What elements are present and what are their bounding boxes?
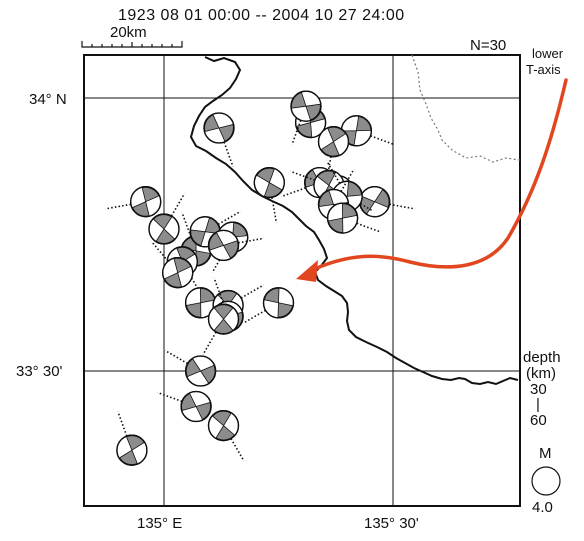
focal-mechanism-4 [203, 112, 235, 167]
focal-mechanism-29 [207, 409, 245, 462]
t-axis-tick [326, 160, 341, 184]
focal-mechanism-7 [317, 126, 350, 183]
event-count: N=30 [470, 37, 507, 54]
coastline [189, 56, 519, 386]
t-axis-tick [340, 168, 355, 192]
focal-mechanism-6 [253, 166, 285, 224]
t-axis-tick [202, 331, 217, 356]
t-axis-tick [170, 193, 186, 217]
t-axis-tick [290, 170, 316, 181]
legend-mag-value: 4.0 [532, 499, 553, 516]
legend-depth-sep: | [536, 396, 540, 413]
annotation-line-1: lower [532, 46, 564, 61]
focal-mechanism-14 [105, 186, 162, 218]
focal-mechanism-2 [290, 90, 322, 145]
t-axis-tick [181, 212, 192, 238]
t-axis-tick [291, 120, 302, 145]
t-axis-tick [389, 203, 416, 210]
annotation-arrow [306, 78, 568, 274]
lon-label-135e: 135° E [137, 515, 183, 532]
focal-mechanism-5 [359, 186, 416, 218]
focal-mechanism-22 [242, 287, 295, 324]
focal-mechanism-21 [150, 240, 194, 289]
focal-mechanism-27 [164, 349, 217, 387]
t-axis-tick [213, 277, 224, 303]
t-axis-tick [217, 210, 242, 225]
lon-label-135-30: 135° 30' [364, 515, 419, 532]
legend-depth-title-2: (km) [526, 365, 556, 382]
t-axis-tick [117, 411, 128, 437]
focal-mechanism-19 [207, 229, 265, 262]
lat-label-34n: 34° N [29, 91, 67, 108]
legend-depth-top: 30 [530, 381, 547, 398]
t-axis-tick [356, 222, 382, 233]
focal-mechanism-30 [116, 411, 148, 466]
focal-mechanism-3 [340, 115, 396, 147]
legend-depth-title-1: depth [523, 349, 561, 366]
t-axis-tick [164, 349, 189, 365]
scale-bar [81, 41, 183, 48]
t-axis-tick [223, 141, 234, 167]
t-axis-tick [230, 438, 245, 462]
map-frame [83, 54, 521, 507]
t-axis-tick [150, 240, 169, 262]
lat-label-33-30: 33° 30' [16, 363, 63, 380]
t-axis-tick [157, 391, 183, 403]
t-axis-tick [280, 187, 306, 198]
annotation-arrowhead [296, 260, 318, 282]
t-axis-tick [325, 156, 332, 183]
legend-mag-title: M [539, 445, 552, 462]
scale-bar-label: 20km [110, 24, 147, 41]
focal-mechanism-15 [148, 193, 186, 245]
annotation-line-2: T-axis [526, 62, 561, 77]
legend-depth-bottom: 60 [530, 412, 547, 429]
t-axis-tick [271, 197, 278, 224]
focal-mechanism-28 [157, 390, 212, 423]
t-axis-tick [105, 203, 132, 210]
focal-mechanism-events [105, 90, 416, 466]
period-label: 1923 08 01 00:00 -- 2004 10 27 24:00 [118, 7, 405, 24]
focal-mechanism-26 [202, 303, 240, 356]
t-axis-tick [240, 284, 265, 299]
prefecture-border [411, 54, 521, 163]
t-axis-tick [238, 237, 265, 244]
t-axis-tick [370, 135, 396, 146]
legend-magnitude-circle [531, 466, 561, 496]
focal-mechanism-13 [326, 202, 382, 234]
t-axis-tick [242, 309, 266, 324]
